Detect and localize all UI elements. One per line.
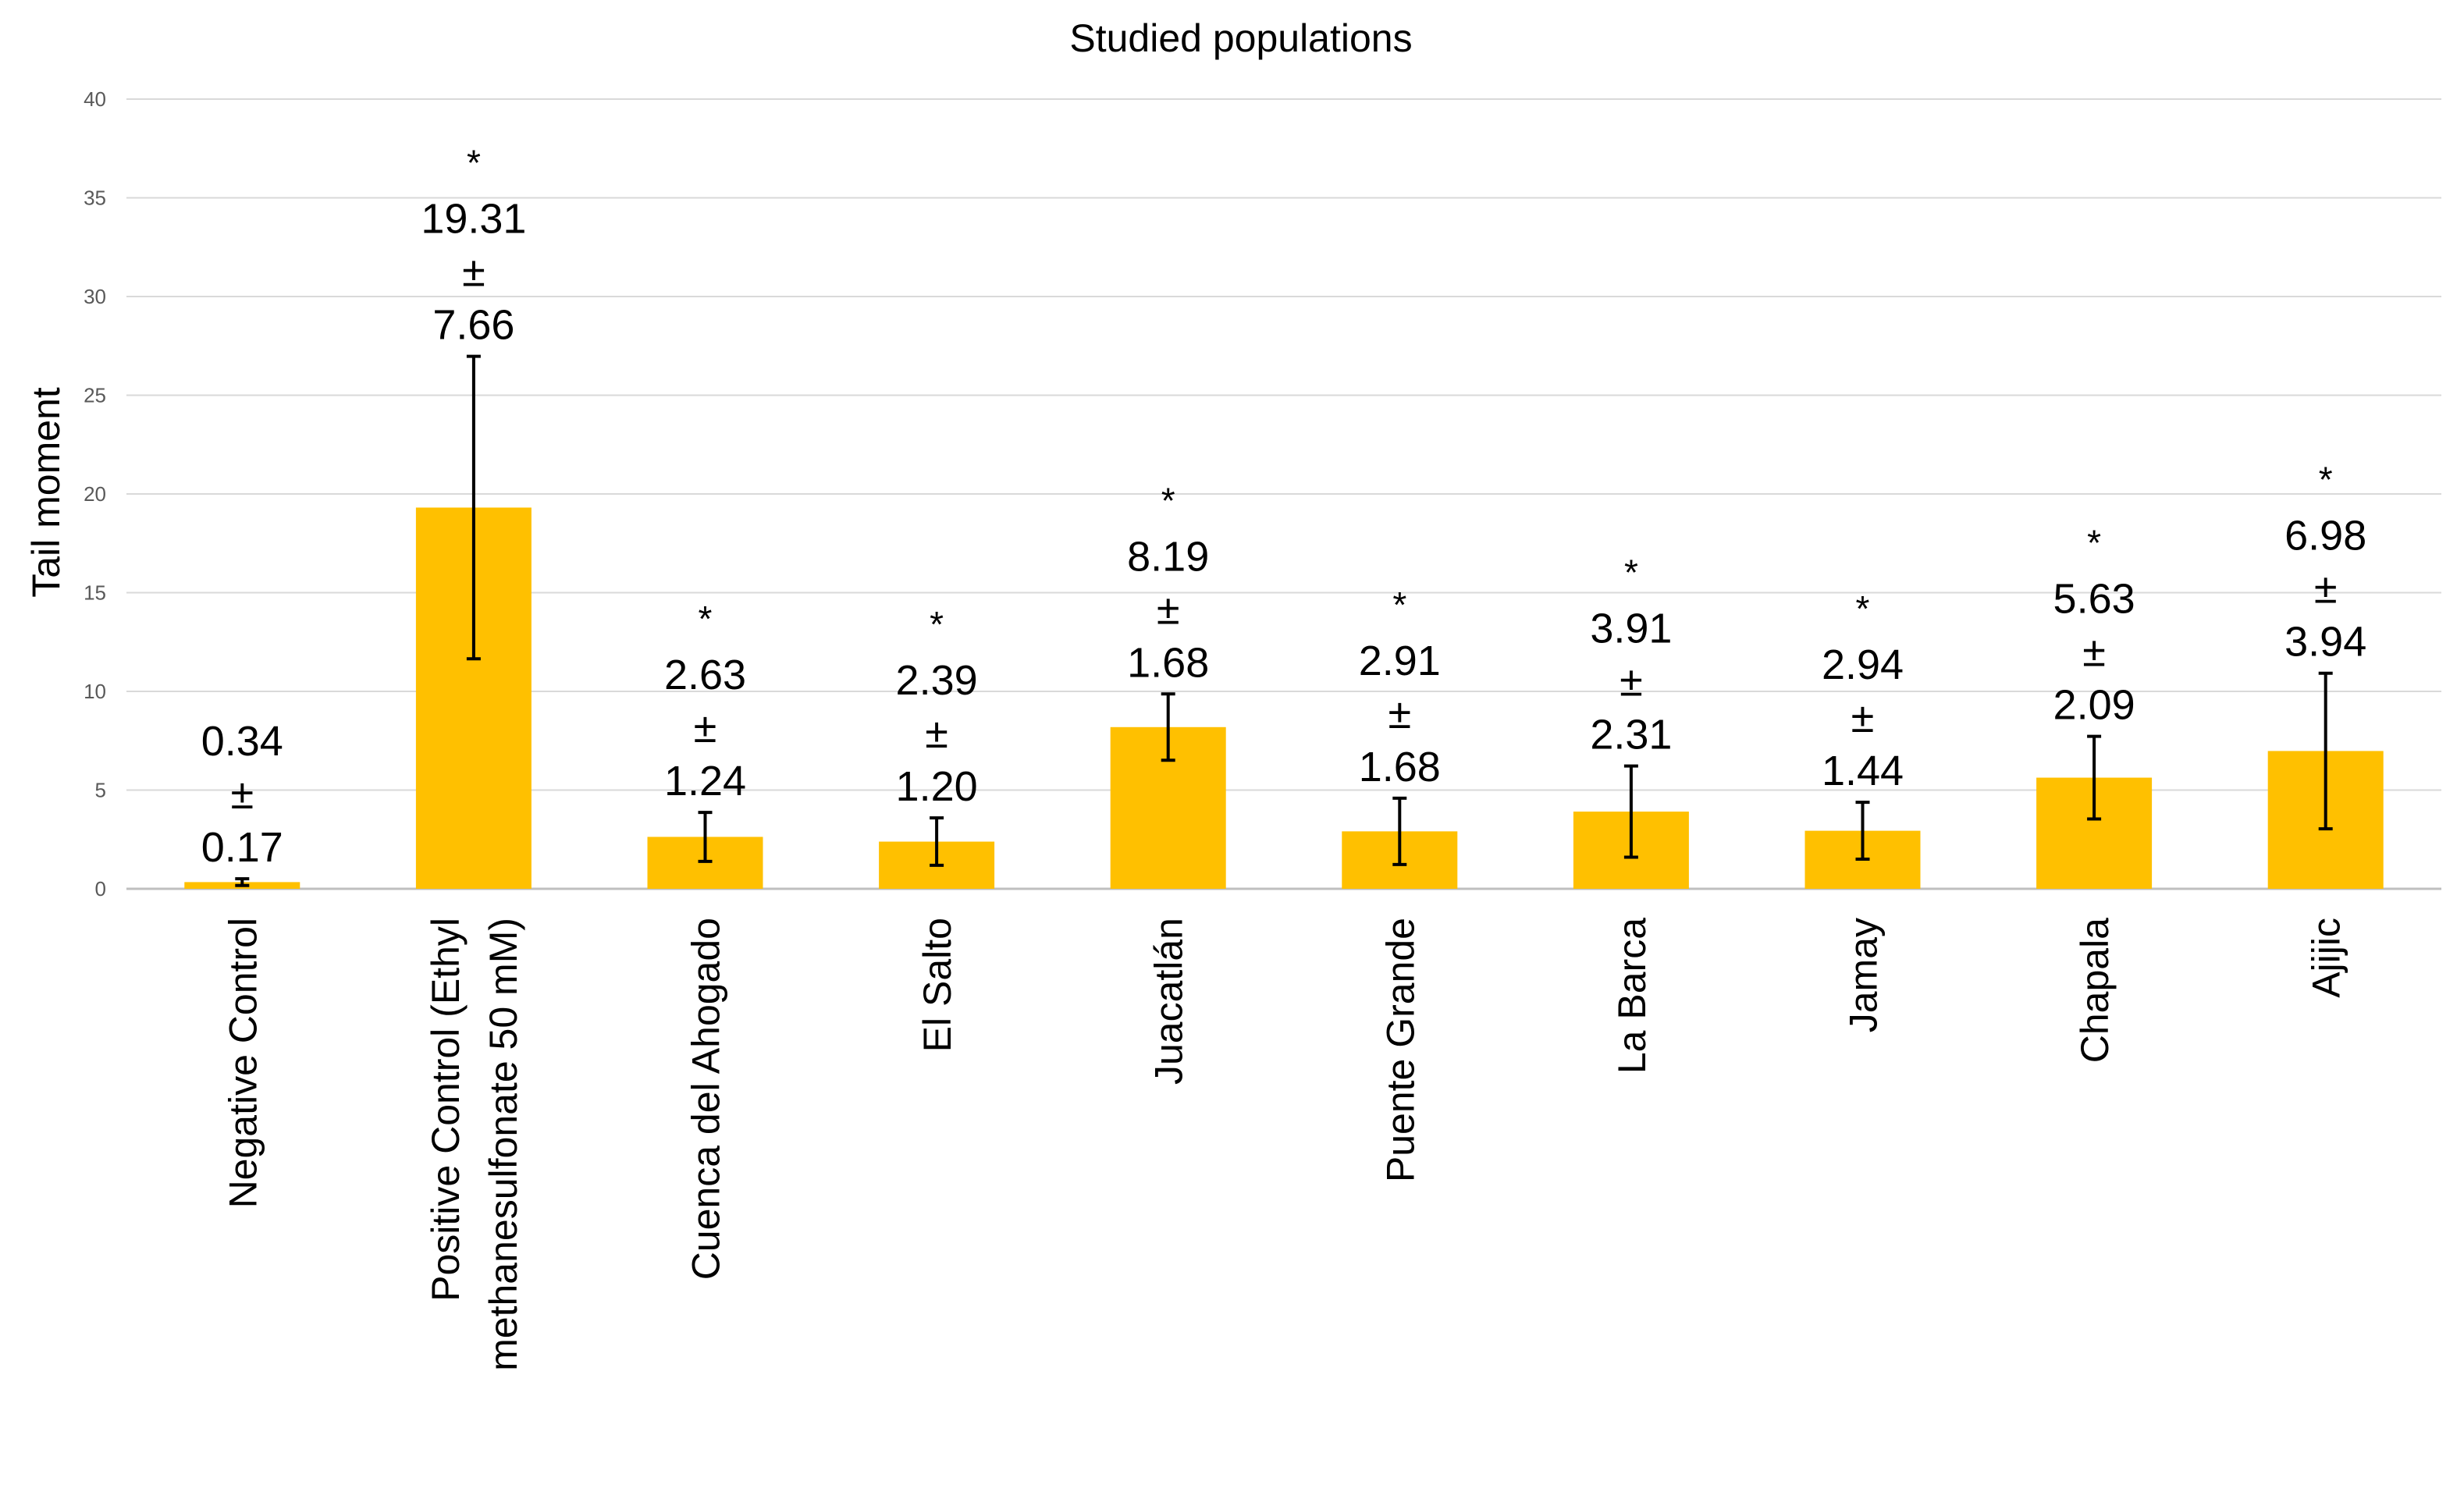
plus-minus-label: ± (2082, 629, 2106, 676)
x-tick-label: Positive Control (Ethyl (424, 918, 468, 1302)
significance-label: * (2319, 460, 2333, 500)
significance-label: * (1161, 480, 1175, 520)
y-tick-label: 0 (95, 877, 106, 901)
x-tick-label: La Barca (1610, 918, 1654, 1074)
data-labels: 0.17 ±0.34 7.66 ±19.31 * 1.24 ±2.63 * 1.20 ±2.39 *… (201, 143, 2367, 871)
significance-label: * (930, 604, 944, 645)
value-label: 2.63 (664, 652, 746, 698)
plus-minus-label: ± (230, 771, 254, 818)
plus-minus-label: ± (1620, 659, 1643, 705)
error-label: 2.09 (2053, 682, 2135, 729)
significance-label: * (1624, 552, 1638, 593)
plus-minus-label: ± (462, 249, 485, 296)
error-label: 3.94 (2284, 619, 2366, 666)
plus-minus-label: ± (1157, 586, 1180, 633)
y-tick-label: 40 (84, 87, 106, 111)
significance-label: * (1856, 588, 1870, 629)
y-tick-label: 10 (84, 680, 106, 703)
value-label: 2.94 (1822, 641, 1904, 688)
x-tick-label: Juacatlán (1147, 918, 1191, 1085)
value-label: 0.34 (201, 718, 283, 765)
value-label: 2.91 (1359, 638, 1441, 684)
y-axis-label: Tail moment (24, 387, 68, 598)
chart-title: Studied populations (1069, 16, 1412, 60)
y-tick-label: 35 (84, 186, 106, 210)
plus-minus-label: ± (2314, 566, 2338, 613)
error-bars (235, 354, 2333, 887)
significance-label: * (699, 599, 713, 639)
significance-label: * (467, 143, 481, 183)
y-axis-ticks: 0 5 10 15 20 25 30 35 40 (84, 87, 106, 901)
error-label: 1.44 (1822, 748, 1904, 794)
error-label: 1.68 (1359, 744, 1441, 790)
value-label: 5.63 (2053, 576, 2135, 623)
error-label: 1.20 (896, 763, 978, 810)
significance-label: * (2087, 523, 2101, 563)
value-label: 2.39 (896, 657, 978, 704)
x-tick-label: El Salto (916, 918, 959, 1052)
y-tick-label: 30 (84, 285, 106, 308)
x-tick-label: Jamay (1842, 918, 1886, 1032)
plus-minus-label: ± (925, 710, 948, 757)
plus-minus-label: ± (1851, 694, 1875, 741)
error-label: 1.24 (664, 758, 746, 805)
x-tick-label: Ajijic (2305, 918, 2348, 998)
value-label: 6.98 (2284, 513, 2366, 560)
x-tick-label: Negative Control (221, 918, 265, 1208)
error-label: 0.17 (201, 824, 283, 871)
plus-minus-label: ± (694, 705, 717, 751)
significance-label: * (1392, 584, 1406, 625)
plus-minus-label: ± (1388, 691, 1411, 737)
error-label: 7.66 (432, 302, 514, 349)
y-tick-label: 20 (84, 482, 106, 506)
x-tick-label: methanesulfonate 50 mM) (482, 918, 525, 1371)
x-tick-label: Chapala (2073, 918, 2117, 1063)
y-tick-label: 15 (84, 581, 106, 605)
error-label: 2.31 (1590, 712, 1672, 758)
value-label: 3.91 (1590, 606, 1672, 652)
value-label: 19.31 (421, 196, 526, 243)
x-tick-label: Puente Grande (1378, 918, 1422, 1182)
x-axis-ticks: Negative Control Positive Control (Ethyl m… (221, 918, 2348, 1371)
x-tick-label: Cuenca del Ahogado (684, 918, 728, 1280)
error-label: 1.68 (1127, 639, 1209, 686)
y-tick-label: 5 (95, 779, 106, 802)
value-label: 8.19 (1127, 533, 1209, 580)
y-tick-label: 25 (84, 384, 106, 407)
